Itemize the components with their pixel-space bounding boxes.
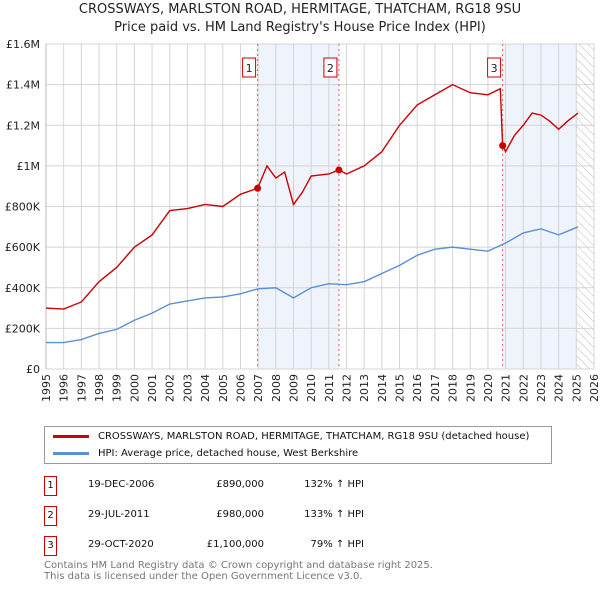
y-tick-label: £0 — [26, 363, 40, 376]
x-tick-label: 2024 — [553, 374, 566, 402]
y-tick-label: £1.4M — [6, 79, 40, 92]
sale-hpi: 132% ↑ HPI — [304, 479, 364, 490]
x-tick-label: 2020 — [482, 374, 495, 402]
chart-subtitle: Price paid vs. HM Land Registry's House … — [114, 20, 486, 35]
sale-number: 2 — [44, 506, 57, 526]
sale-marker — [499, 142, 507, 150]
x-tick-label: 2018 — [447, 374, 460, 402]
y-tick-label: £1.2M — [6, 119, 40, 132]
x-tick-label: 1999 — [111, 374, 124, 402]
sale-label-box — [323, 57, 338, 78]
x-tick-label: 2017 — [429, 374, 442, 402]
x-tick-label: 2004 — [199, 374, 212, 402]
series-line — [46, 226, 579, 344]
x-tick-label: 2022 — [517, 374, 530, 402]
x-tick-label: 2016 — [411, 374, 424, 402]
x-tick-label: 2010 — [305, 374, 318, 402]
x-tick-label: 2001 — [146, 374, 159, 402]
sale-price: £1,100,000 — [206, 539, 264, 550]
sale-number: 3 — [44, 536, 57, 556]
y-tick-label: £600K — [5, 241, 41, 254]
x-tick-label: 2006 — [234, 374, 247, 402]
chart-title: CROSSWAYS, MARLSTON ROAD, HERMITAGE, THA… — [78, 2, 522, 17]
x-tick-label: 1997 — [75, 374, 88, 402]
footer-line-1: Contains HM Land Registry data © Crown c… — [44, 560, 433, 571]
x-tick-label: 2023 — [535, 374, 548, 402]
sale-row: 3 29-OCT-2020 £1,100,000 79% ↑ HPI — [44, 536, 444, 556]
x-tick-label: 2005 — [217, 374, 230, 402]
y-tick-label: £1M — [17, 160, 41, 173]
x-tick-label: 2015 — [394, 374, 407, 402]
sale-marker — [335, 166, 343, 174]
y-tick-label: £1.6M — [6, 38, 40, 51]
sale-date: 29-OCT-2020 — [88, 539, 154, 550]
x-tick-label: 2021 — [500, 374, 513, 402]
x-tick-label: 2013 — [358, 374, 371, 402]
x-tick-label: 2026 — [588, 374, 600, 402]
sale-hpi: 133% ↑ HPI — [304, 509, 364, 520]
y-tick-label: £400K — [5, 282, 41, 295]
sale-row: 2 29-JUL-2011 £980,000 133% ↑ HPI — [44, 506, 444, 526]
x-tick-label: 2012 — [341, 374, 354, 402]
sale-marker — [254, 184, 262, 192]
x-tick-label: 2025 — [570, 374, 583, 402]
price-chart: 1995 1996 1997 1998 1999 2000 2001 2002 2003 2004… — [5, 38, 600, 402]
x-tick-label: 2000 — [128, 374, 141, 402]
y-tick-label: £200K — [5, 322, 41, 335]
x-tick-label: 2007 — [252, 374, 265, 402]
legend-blue-line — [53, 452, 89, 455]
sale-row: 1 19-DEC-2006 £890,000 132% ↑ HPI — [44, 476, 444, 496]
sale-label-box — [487, 57, 502, 78]
sale-label: 3 — [491, 62, 498, 75]
sale-hpi: 79% ↑ HPI — [310, 539, 364, 550]
legend-hpi: HPI: Average price, detached house, West… — [98, 448, 359, 459]
sale-label-box — [242, 57, 257, 78]
footer-line-2: This data is licensed under the Open Gov… — [44, 571, 363, 582]
x-tick-label: 2009 — [287, 374, 300, 402]
x-tick-label: 1995 — [40, 374, 53, 402]
x-tick-label: 1996 — [58, 374, 71, 402]
legend-red-line — [53, 435, 89, 438]
y-tick-label: £800K — [5, 201, 41, 214]
x-tick-label: 2019 — [464, 374, 477, 402]
x-tick-label: 1998 — [93, 374, 106, 402]
legend: CROSSWAYS, MARLSTON ROAD, HERMITAGE, THA… — [44, 426, 552, 464]
x-tick-label: 2002 — [164, 374, 177, 402]
legend-property: CROSSWAYS, MARLSTON ROAD, HERMITAGE, THA… — [98, 431, 530, 442]
sale-date: 29-JUL-2011 — [88, 509, 150, 520]
sale-price: £890,000 — [216, 479, 264, 490]
sale-label: 1 — [246, 62, 253, 75]
x-tick-label: 2003 — [181, 374, 194, 402]
x-tick-label: 2008 — [270, 374, 283, 402]
sale-number: 1 — [44, 476, 57, 496]
sale-price: £980,000 — [216, 509, 264, 520]
sale-date: 19-DEC-2006 — [88, 479, 155, 490]
x-tick-label: 2014 — [376, 374, 389, 402]
x-tick-label: 2011 — [323, 374, 336, 402]
footer: Contains HM Land Registry data © Crown c… — [44, 560, 433, 582]
sale-label: 2 — [327, 62, 334, 75]
